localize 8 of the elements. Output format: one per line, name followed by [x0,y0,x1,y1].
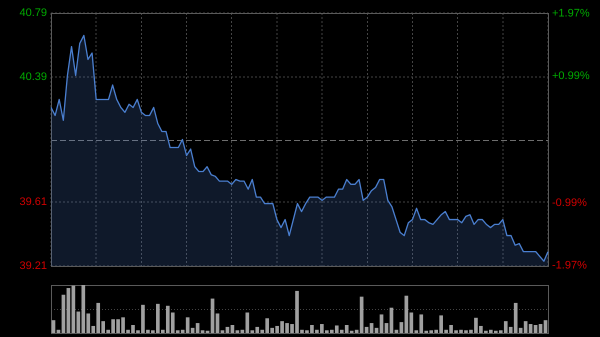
y-tick-label: 40.39 [19,71,47,84]
y2-tick-label: +0.99% [552,70,590,82]
y2-tick-label: -1.97% [552,260,588,272]
y-tick-label: 39.61 [19,196,47,208]
y2-tick-label: +1.97% [552,7,590,20]
y-tick-label: 39.21 [19,260,47,272]
y-tick-label: 40.79 [19,7,47,20]
y2-tick-label: -0.99% [552,196,588,209]
